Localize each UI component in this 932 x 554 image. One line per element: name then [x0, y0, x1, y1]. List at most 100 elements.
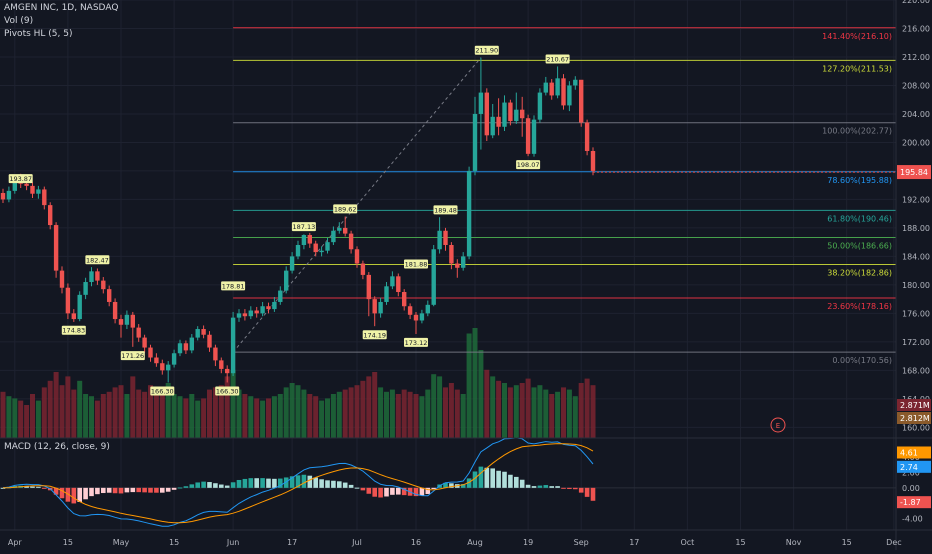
volume-bar: [425, 389, 431, 438]
volume-bar: [484, 369, 490, 438]
volume-bar: [478, 350, 484, 438]
fib-level-label: 38.20%(182.86): [827, 269, 892, 278]
candle-body: [573, 79, 578, 86]
fib-level-label: 23.60%(178.16): [827, 302, 892, 311]
macd-histogram-bar: [124, 487, 130, 493]
macd-histogram-bar: [319, 479, 324, 488]
candle-body: [142, 337, 147, 348]
volume-bar: [277, 394, 283, 438]
candle-body: [154, 357, 159, 364]
candle-body: [313, 243, 318, 253]
macd-line: [2, 437, 594, 527]
candle-body: [561, 78, 566, 106]
time-tick-label: 17: [629, 538, 639, 547]
volume-bar: [89, 396, 94, 438]
macd-histogram-bar: [207, 482, 212, 488]
time-tick-label: 17: [287, 538, 297, 547]
candle-body: [531, 119, 537, 154]
candle-body: [177, 343, 183, 354]
candle-body: [502, 102, 507, 127]
candle-body: [579, 79, 584, 123]
price-tick-label: 204.00: [902, 110, 930, 119]
candle-body: [431, 249, 436, 305]
macd-histogram-bar: [537, 485, 543, 488]
price-tick-label: 192.00: [902, 195, 930, 204]
volume-bar: [372, 372, 378, 438]
fib-level-label: 50.00%(186.66): [827, 241, 892, 250]
candle-body: [136, 327, 141, 338]
pivot-tag: [61, 325, 86, 335]
candle-body: [160, 363, 165, 371]
volume-bar: [466, 333, 472, 438]
volume-bar: [47, 380, 53, 438]
volume-bar: [165, 383, 171, 438]
candle-body: [390, 276, 395, 287]
candle-body: [284, 270, 289, 291]
volume-bar: [207, 389, 212, 438]
volume-bar: [325, 398, 330, 438]
macd-histogram-bar: [236, 479, 242, 488]
price-tick-label: 176.00: [902, 309, 930, 318]
macd-histogram-bar: [289, 476, 295, 488]
time-tick-label: Aug: [467, 538, 483, 547]
candle-body: [171, 353, 177, 365]
macd-histogram-bar: [295, 475, 301, 488]
macd-tick-label: 0.00: [902, 484, 920, 493]
pivot-label: 193.87: [9, 175, 32, 183]
volume-bar: [183, 398, 189, 438]
volume-bar: [142, 391, 148, 438]
volume-bar: [266, 398, 271, 438]
volume-bar: [236, 389, 242, 438]
candle-body: [248, 310, 253, 317]
volume-bar: [0, 391, 6, 438]
candle-body: [148, 347, 153, 358]
signal-value-label: 4.61: [900, 448, 918, 457]
macd-histogram-bar: [472, 471, 478, 488]
price-tick-label: 184.00: [902, 252, 930, 261]
macd-histogram-bar: [443, 482, 448, 488]
volume-tag-2: [897, 412, 931, 424]
volume-bar: [118, 385, 124, 438]
volume-bar: [531, 387, 537, 438]
candle-body: [402, 292, 407, 307]
volume-bar: [448, 383, 454, 438]
candle-body: [295, 244, 301, 257]
volume-bar: [519, 383, 525, 438]
macd-histogram-bar: [201, 481, 206, 488]
candle-body: [366, 274, 371, 300]
volume-bar: [525, 378, 531, 438]
candle-body: [12, 178, 17, 191]
candle-body: [36, 189, 41, 194]
price-tick-label: 212.00: [902, 53, 930, 62]
candle-body: [130, 314, 135, 328]
volume-bar: [507, 387, 513, 438]
candle-body: [478, 92, 484, 114]
candle-body: [348, 233, 354, 250]
candle-body: [525, 118, 531, 154]
candle-body: [278, 290, 283, 302]
macd-histogram-bar: [508, 474, 513, 488]
candle-body: [107, 289, 112, 302]
volume-bar: [419, 396, 425, 438]
macd-histogram-bar: [384, 487, 389, 497]
macd-histogram-bar: [77, 487, 82, 502]
price-tick-label: 188.00: [902, 224, 930, 233]
volume-label-1: 2.871M: [900, 401, 930, 410]
macd-histogram-bar: [578, 487, 584, 493]
volume-bar: [555, 391, 561, 438]
macd-histogram-bar: [431, 487, 436, 489]
macd-histogram-bar: [136, 487, 141, 493]
candle-body: [555, 78, 560, 96]
pivot-tag: [516, 160, 541, 170]
price-tick-label: 216.00: [902, 24, 930, 33]
macd-histogram-bar: [449, 483, 454, 488]
time-tick-label: Sep: [574, 538, 589, 547]
macd-histogram-bar: [419, 487, 425, 496]
macd-histogram-bar: [337, 481, 342, 488]
volume-bar: [254, 398, 260, 438]
macd-histogram-bar: [584, 487, 590, 497]
indicator-pivots: Pivots HL (5, 5): [4, 29, 73, 39]
pivot-label: 187.13: [293, 223, 316, 231]
volume-bar: [407, 391, 413, 438]
